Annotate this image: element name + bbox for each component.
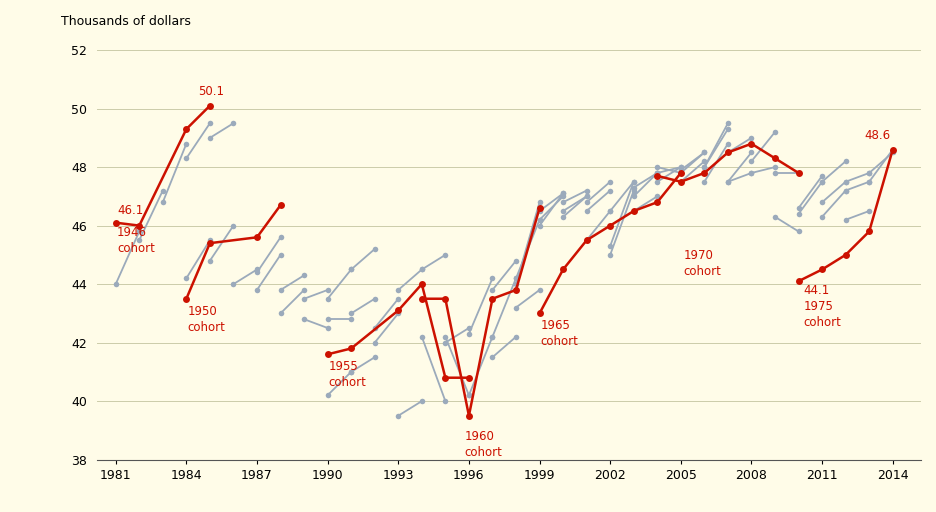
Text: 1965
cohort: 1965 cohort	[541, 319, 578, 348]
Text: 46.1: 46.1	[117, 204, 143, 217]
Text: 1950
cohort: 1950 cohort	[187, 305, 226, 334]
Text: 1960
cohort: 1960 cohort	[464, 431, 502, 459]
Text: 44.1
1975
cohort: 44.1 1975 cohort	[803, 284, 841, 329]
Text: 1970
cohort: 1970 cohort	[683, 249, 721, 278]
Text: Thousands of dollars: Thousands of dollars	[61, 15, 191, 28]
Text: 50.1: 50.1	[198, 86, 224, 98]
Text: 48.6: 48.6	[864, 129, 890, 142]
Text: 1946
cohort: 1946 cohort	[117, 226, 154, 254]
Text: 1955
cohort: 1955 cohort	[329, 360, 367, 389]
